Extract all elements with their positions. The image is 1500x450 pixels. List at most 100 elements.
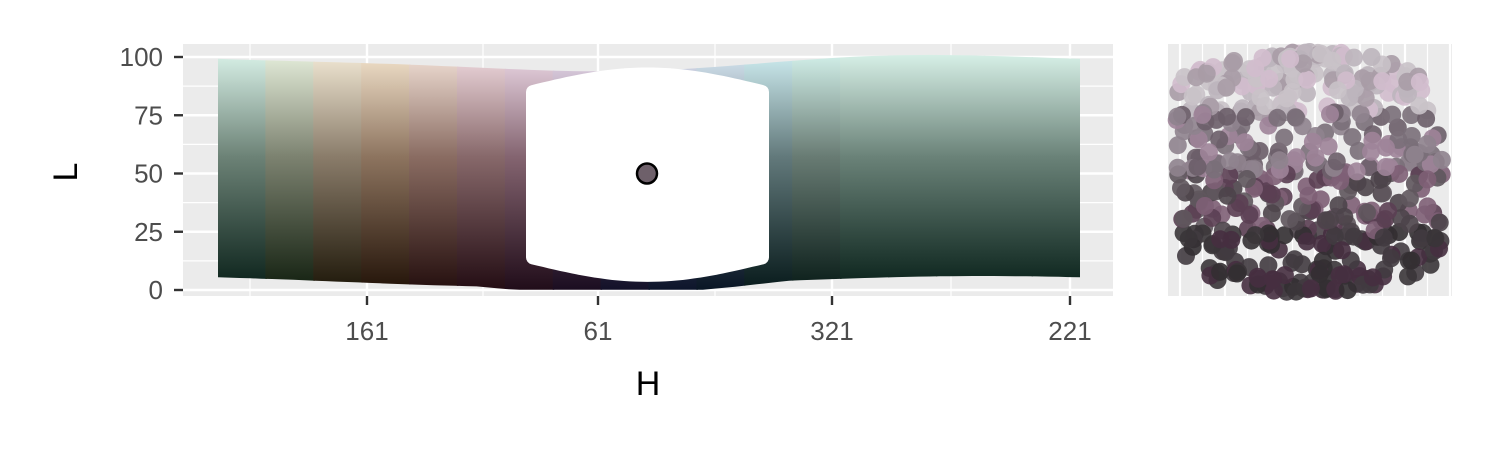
y-tick-label: 100 (120, 42, 163, 72)
swatch-point (1426, 229, 1445, 248)
swatch-point (1205, 160, 1224, 179)
swatch-point (1319, 137, 1338, 156)
swatch-point (1280, 210, 1299, 229)
x-tick-label: 161 (345, 316, 388, 346)
swatch-point (1249, 269, 1268, 288)
swatch-point (1358, 203, 1376, 222)
swatch-point (1183, 87, 1202, 106)
swatch-point (1301, 279, 1320, 298)
swatch-point (1262, 204, 1281, 223)
swatch-point (1383, 105, 1402, 124)
x-tick-label: 321 (810, 316, 853, 346)
gamut-column (313, 54, 363, 290)
swatch-point (1168, 136, 1187, 155)
swatch-point (1210, 130, 1229, 149)
swatch-point (1345, 48, 1363, 67)
swatch-point (1275, 128, 1294, 147)
y-tick-label: 75 (134, 100, 163, 130)
gamut-column (935, 54, 986, 290)
y-tick-label: 50 (134, 159, 163, 189)
swatch-point (1287, 282, 1306, 301)
y-axis: 0 25 50 75 100 (120, 42, 183, 305)
swatch-point (1223, 54, 1242, 72)
swatch-point (1376, 138, 1395, 157)
swatch-point (1363, 268, 1382, 287)
swatch-point (1399, 267, 1417, 286)
x-axis: 161 61 321 221 (345, 296, 1092, 346)
swatch-point (1347, 162, 1366, 181)
swatch-point (1199, 143, 1218, 162)
swatch-point (1197, 64, 1216, 83)
swatch-point (1268, 108, 1287, 127)
gamut-column (409, 54, 459, 290)
swatch-point (1179, 229, 1198, 248)
swatch-point (1259, 256, 1278, 275)
swatch-point (1362, 48, 1381, 66)
swatch-point (1410, 73, 1429, 91)
swatch-point (1321, 210, 1339, 229)
swatch-point (1373, 72, 1392, 91)
swatch-point (1400, 214, 1419, 233)
gamut-column (887, 54, 938, 290)
swatch-point (1299, 186, 1318, 205)
swatch-point (1168, 107, 1187, 126)
swatch-point (1259, 224, 1278, 243)
swatch-plot-panel (1167, 43, 1452, 301)
swatch-point (1360, 72, 1379, 90)
gamut-column (792, 54, 842, 290)
swatch-point (1275, 226, 1294, 245)
swatch-point (1402, 251, 1421, 270)
swatch-point (1298, 84, 1316, 103)
swatch-point (1335, 207, 1354, 226)
swatch-point (1262, 185, 1281, 204)
swatch-point (1312, 44, 1330, 63)
y-tick-label: 25 (134, 217, 163, 247)
swatch-point (1189, 130, 1208, 149)
y-axis-title: L (47, 163, 85, 182)
selected-colour-point (635, 162, 659, 185)
main-plot-panel: 0 25 50 75 100 161 61 321 221 H L (47, 42, 1113, 403)
swatch-point (1303, 132, 1322, 151)
swatch-point (1382, 249, 1400, 268)
swatch-point (1211, 230, 1230, 249)
swatch-point (1246, 59, 1265, 78)
swatch-point (1390, 164, 1409, 183)
swatch-point (1328, 81, 1347, 100)
swatch-point (1240, 205, 1259, 224)
swatch-point (1298, 70, 1317, 89)
swatch-point (1379, 202, 1398, 221)
swatch-point (1281, 50, 1300, 68)
swatch-point (1344, 227, 1363, 246)
swatch-point (1220, 166, 1239, 185)
swatch-point (1410, 96, 1429, 115)
gamut-column (983, 54, 1034, 290)
swatch-point (1287, 148, 1306, 167)
gamut-column (840, 54, 890, 290)
swatch-point (1363, 131, 1382, 150)
swatch-point (1412, 229, 1431, 248)
x-axis-title: H (636, 365, 661, 403)
swatch-point (1418, 170, 1437, 189)
swatch-point (1286, 108, 1305, 127)
swatch-point (1418, 135, 1437, 154)
y-tick-label: 0 (149, 275, 163, 305)
swatch-point (1172, 179, 1190, 197)
swatch-point (1321, 105, 1339, 124)
selected-colour-marker (635, 162, 659, 185)
gamut-column (218, 54, 267, 290)
swatch-point (1236, 108, 1255, 127)
swatch-point (1313, 251, 1332, 270)
swatch-point (1343, 128, 1362, 147)
swatch-point (1270, 151, 1289, 170)
swatch-point (1398, 72, 1417, 91)
swatch-point (1338, 281, 1357, 300)
swatch-point (1327, 152, 1346, 171)
swatch-point (1235, 133, 1254, 152)
gamut-column (1031, 54, 1080, 290)
swatch-point (1193, 105, 1212, 124)
swatch-point (1188, 157, 1207, 176)
gamut-column (265, 54, 315, 290)
swatch-point (1263, 270, 1282, 289)
colour-swatch-cloud (1167, 43, 1451, 301)
